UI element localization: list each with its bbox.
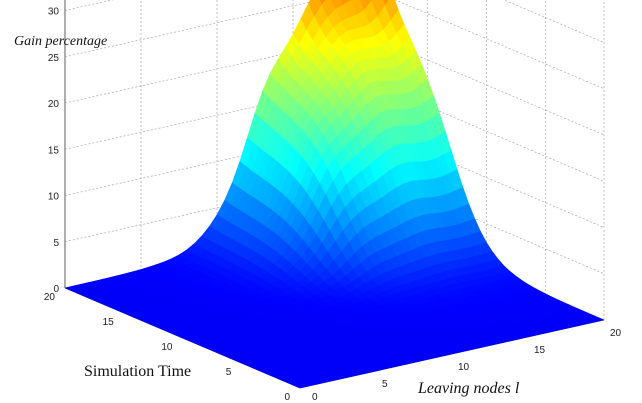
- y-tick-label: 15: [534, 345, 546, 356]
- x-tick-label: 20: [44, 292, 56, 303]
- z-tick-label: 15: [48, 145, 60, 156]
- x-axis-label: Simulation Time: [84, 363, 191, 380]
- z-tick-label: 0: [53, 284, 59, 295]
- x-tick-label: 5: [226, 367, 232, 378]
- grid-line: [368, 80, 605, 182]
- grid-line: [394, 0, 605, 90]
- y-axis-label: Leaving nodes l: [417, 380, 520, 397]
- grid-line: [368, 34, 605, 136]
- z-tick-label: 30: [48, 7, 60, 18]
- grid-line: [503, 0, 605, 43]
- surface-mesh: [64, 0, 605, 389]
- z-axis-label: Gain percentage: [14, 34, 107, 49]
- grid-line: [368, 173, 605, 275]
- z-tick-label: 20: [48, 99, 60, 110]
- surface-patch: [293, 383, 309, 389]
- y-tick-label: 20: [610, 328, 622, 339]
- z-tick-label: 10: [48, 192, 60, 203]
- y-tick-label: 10: [458, 362, 470, 373]
- z-tick-label: 25: [48, 53, 60, 64]
- z-tick-label: 5: [53, 238, 59, 249]
- x-tick-label: 15: [103, 317, 115, 328]
- grid-line: [368, 127, 605, 228]
- y-tick-label: 0: [312, 392, 318, 403]
- y-tick-label: 5: [382, 379, 388, 390]
- x-tick-label: 0: [284, 392, 290, 403]
- tick-labels: 051015202530350510152051015200: [44, 7, 622, 403]
- x-tick-label: 10: [161, 342, 173, 353]
- surface-patch: [382, 0, 389, 7]
